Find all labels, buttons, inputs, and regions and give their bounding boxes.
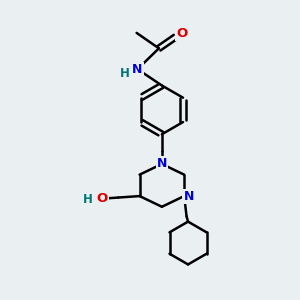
Text: O: O xyxy=(176,27,188,40)
Text: O: O xyxy=(96,192,107,205)
Text: N: N xyxy=(132,63,143,76)
Text: H: H xyxy=(120,67,130,80)
Text: N: N xyxy=(157,158,167,170)
Text: N: N xyxy=(184,190,194,202)
Text: H: H xyxy=(83,193,93,206)
